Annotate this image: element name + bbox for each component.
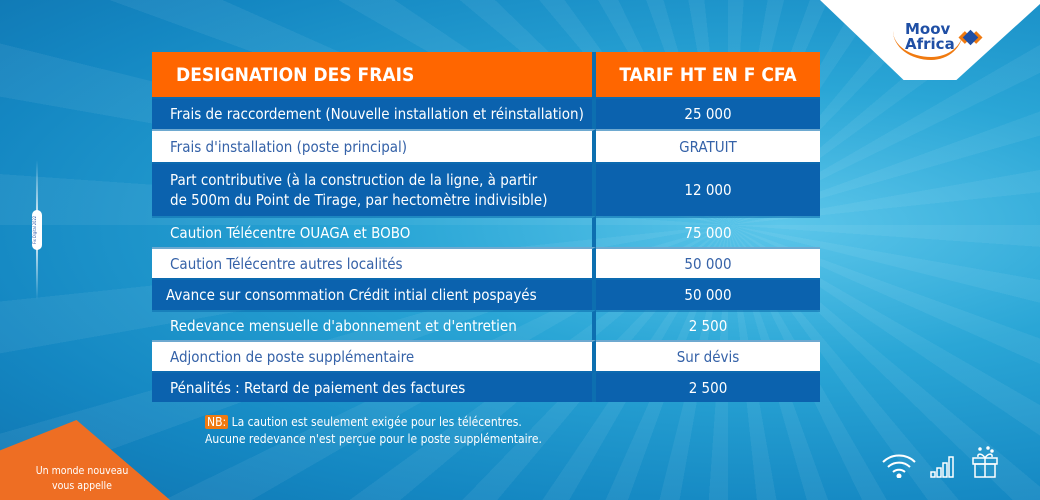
- side-credit: Fix Digital 2022: [32, 210, 42, 250]
- note-line2: Aucune redevance n'est perçue pour le po…: [205, 432, 542, 446]
- header-designation: DESIGNATION DES FRAIS: [152, 52, 596, 97]
- row-label: Frais de raccordement (Nouvelle installa…: [152, 97, 596, 129]
- row-value: 2 500: [596, 310, 820, 340]
- table-row: Frais d'installation (poste principal) GR…: [152, 129, 820, 162]
- nb-tag: NB:: [205, 415, 229, 429]
- signal-bars-icon: [930, 456, 954, 478]
- row-label: Part contributive (à la construction de …: [152, 162, 596, 216]
- wifi-icon: [882, 454, 916, 478]
- gift-icon: [972, 446, 998, 478]
- table-row: Caution Télécentre autres localités 50 00…: [152, 247, 820, 278]
- row-label: Redevance mensuelle d'abonnement et d'en…: [152, 310, 596, 340]
- row-value: 50 000: [596, 278, 820, 310]
- header-tarif: TARIF HT EN F CFA: [596, 52, 820, 97]
- row-value: 2 500: [596, 371, 820, 402]
- table-row: Pénalités : Retard de paiement des factu…: [152, 371, 820, 402]
- table-row: Avance sur consommation Crédit intial cl…: [152, 278, 820, 310]
- row-label: Avance sur consommation Crédit intial cl…: [152, 278, 596, 310]
- row-value: 12 000: [596, 162, 820, 216]
- table-row: Part contributive (à la construction de …: [152, 162, 820, 216]
- row-label: Caution Télécentre autres localités: [152, 247, 596, 278]
- row-label: Caution Télécentre OUAGA et BOBO: [152, 216, 596, 247]
- table-row: Frais de raccordement (Nouvelle installa…: [152, 97, 820, 129]
- row-value: Sur dévis: [596, 340, 820, 371]
- table-row: Adjonction de poste supplémentaire Sur dé…: [152, 340, 820, 371]
- row-value: GRATUIT: [596, 129, 820, 162]
- row-label: Adjonction de poste supplémentaire: [152, 340, 596, 371]
- table-row: Caution Télécentre OUAGA et BOBO 75 000: [152, 216, 820, 247]
- fees-table: DESIGNATION DES FRAIS TARIF HT EN F CFA …: [152, 52, 820, 402]
- row-value: 25 000: [596, 97, 820, 129]
- footnote: NB: La caution est seulement exigée pour…: [205, 414, 542, 448]
- row-value: 50 000: [596, 247, 820, 278]
- logo-swoosh: [893, 28, 963, 60]
- table-row: Redevance mensuelle d'abonnement et d'en…: [152, 310, 820, 340]
- row-label: Frais d'installation (poste principal): [152, 129, 596, 162]
- row-value: 75 000: [596, 216, 820, 247]
- slogan: Un monde nouveau vous appelle: [35, 465, 129, 492]
- moov-africa-logo: Moov Africa: [905, 20, 955, 53]
- row-label: Pénalités : Retard de paiement des factu…: [152, 371, 596, 402]
- note-line1: La caution est seulement exigée pour les…: [231, 415, 522, 429]
- service-icons: [880, 446, 1000, 478]
